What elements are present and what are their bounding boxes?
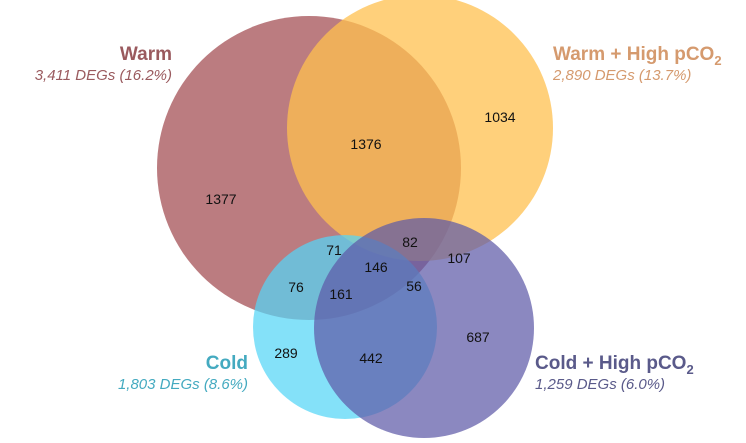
cold-high-pco2-label: Cold + High pCO2 bbox=[535, 353, 694, 377]
region-warmhigh-only: 1034 bbox=[484, 109, 515, 125]
region-warm-warmhigh-coldhigh: 82 bbox=[402, 234, 418, 250]
region-cold-coldhigh: 442 bbox=[359, 350, 383, 366]
region-coldhigh-only: 687 bbox=[466, 329, 490, 345]
warm-subtitle: 3,411 DEGs (16.2%) bbox=[35, 67, 172, 84]
region-cold-only: 289 bbox=[274, 345, 298, 361]
cold-high-pco2-label-subscript: 2 bbox=[686, 362, 693, 377]
warm-high-pco2-label: Warm + High pCO2 bbox=[553, 44, 722, 68]
warm-high-pco2-label-subscript: 2 bbox=[714, 53, 721, 68]
region-warm-only: 1377 bbox=[205, 191, 236, 207]
region-warm-cold: 76 bbox=[288, 279, 304, 295]
region-warmhigh-cold-coldhigh: 56 bbox=[406, 278, 422, 294]
warm-label: Warm bbox=[120, 44, 172, 65]
cold-label: Cold bbox=[206, 353, 248, 374]
warm-high-pco2-subtitle: 2,890 DEGs (13.7%) bbox=[552, 67, 691, 84]
region-counts: 1377 1376 1034 71 82 146 107 76 161 56 2… bbox=[205, 109, 515, 366]
region-warm-warmhigh: 1376 bbox=[350, 136, 381, 152]
region-all-four: 146 bbox=[364, 259, 388, 275]
cold-high-pco2-set-circle bbox=[314, 218, 534, 438]
set-labels: Warm 3,411 DEGs (16.2%) Warm + High pCO2… bbox=[35, 44, 722, 393]
cold-high-pco2-label-main: Cold + High pCO bbox=[535, 353, 686, 374]
set-circles bbox=[157, 0, 553, 438]
cold-high-pco2-subtitle: 1,259 DEGs (6.0%) bbox=[535, 376, 665, 393]
warm-high-pco2-set-circle bbox=[287, 0, 553, 261]
warm-high-pco2-label-main: Warm + High pCO bbox=[553, 44, 714, 65]
region-warmhigh-coldhigh: 107 bbox=[447, 250, 471, 266]
region-warm-cold-coldhigh: 161 bbox=[329, 286, 353, 302]
region-warm-warmhigh-cold: 71 bbox=[326, 242, 342, 258]
cold-subtitle: 1,803 DEGs (8.6%) bbox=[118, 376, 248, 393]
